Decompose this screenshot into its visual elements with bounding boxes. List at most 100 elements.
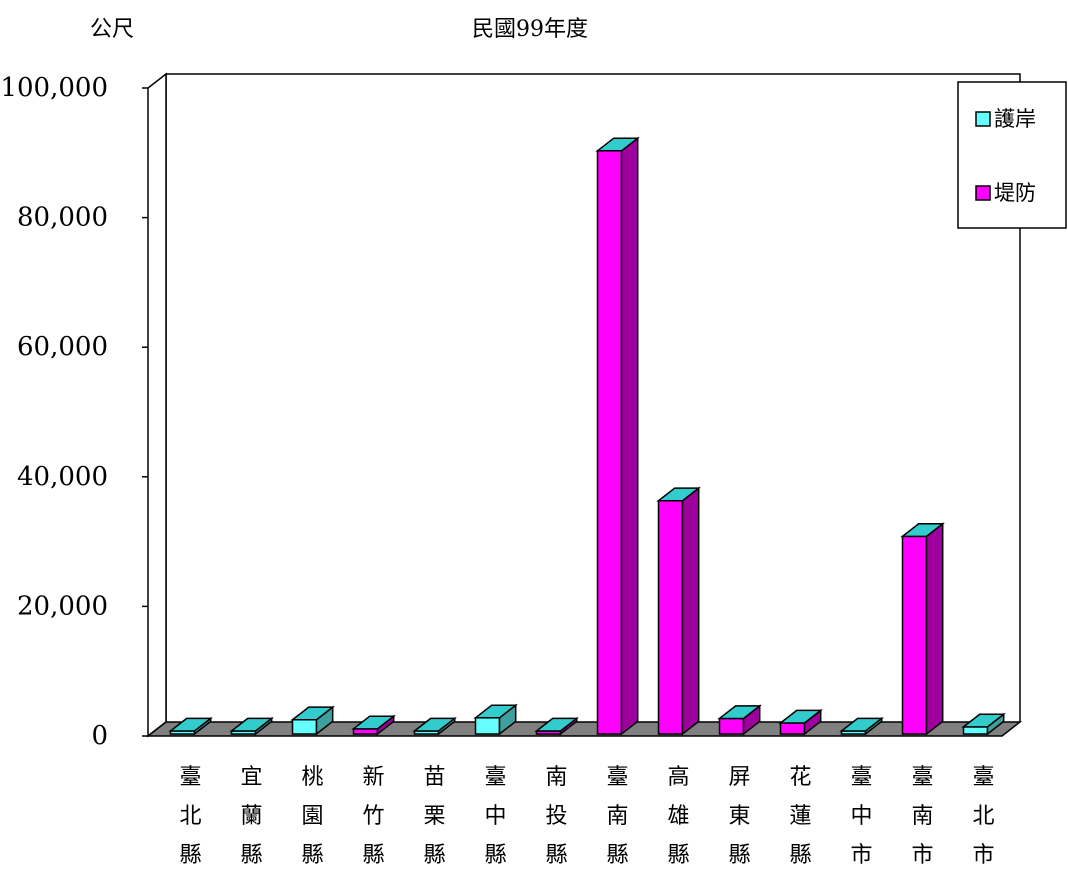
x-tick-char: 桃 (301, 765, 323, 790)
bar-top (900, 523, 945, 538)
x-tick-char: 園 (301, 804, 323, 829)
x-tick-char: 臺 (179, 765, 201, 790)
bar-7 (595, 136, 640, 736)
x-tick-char: 南 (545, 765, 567, 790)
bar-top (229, 717, 274, 732)
x-tick-char: 縣 (362, 843, 384, 868)
x-tick-char: 臺 (484, 765, 506, 790)
bar-top (961, 713, 1006, 728)
x-tick-char: 南 (606, 804, 628, 829)
y-tick-label: 20,000 (17, 591, 108, 621)
bar-5 (473, 703, 518, 736)
bar-6 (534, 716, 579, 736)
side-wall (147, 72, 167, 738)
x-tick-char: 高 (667, 765, 689, 790)
x-tick-char: 縣 (240, 843, 262, 868)
legend-label: 護岸 (994, 107, 1036, 131)
bar-front (474, 717, 501, 735)
bar-11 (839, 716, 884, 736)
bar-top (290, 706, 335, 721)
x-tick-char: 縣 (606, 843, 628, 868)
bar-top (168, 717, 213, 732)
x-tick-char: 縣 (789, 843, 811, 868)
bar-top (595, 137, 640, 152)
bar-top (656, 487, 701, 502)
plot-area (145, 72, 1023, 738)
bar-front (291, 718, 318, 735)
y-tick-label: 60,000 (17, 332, 108, 362)
bar-side (681, 486, 700, 736)
x-tick-char: 縣 (484, 843, 506, 868)
chart-title: 民國99年度 (472, 17, 588, 42)
bar-12 (900, 522, 945, 736)
x-tick-label: 高雄縣 (667, 765, 689, 868)
bar-3 (351, 714, 396, 736)
x-tick-char: 新 (362, 765, 384, 790)
x-tick-char: 花 (789, 765, 811, 790)
bar-front (962, 726, 989, 735)
x-tick-char: 屏 (728, 765, 750, 790)
x-tick-label: 臺北市 (972, 765, 994, 868)
x-tick-char: 市 (972, 843, 994, 868)
x-tick-label: 宜蘭縣 (240, 765, 262, 868)
x-tick-char: 縣 (728, 843, 750, 868)
bar-8 (656, 486, 701, 736)
x-tick-char: 東 (728, 804, 750, 829)
legend-box (957, 81, 1067, 229)
bar-side (620, 136, 639, 736)
bar-front (596, 150, 623, 735)
bar-10 (778, 708, 823, 736)
bar-13 (961, 712, 1006, 736)
x-tick-char: 南 (911, 804, 933, 829)
x-tick-char: 臺 (972, 765, 994, 790)
bar-front (718, 717, 745, 735)
x-tick-char: 竹 (362, 804, 384, 829)
bar-top (473, 704, 518, 719)
x-tick-label: 屏東縣 (728, 765, 750, 868)
x-tick-label: 臺南市 (911, 765, 933, 868)
x-tick-label: 南投縣 (545, 765, 567, 868)
y-tick-label: 40,000 (17, 462, 108, 492)
y-tick-label: 100,000 (0, 73, 108, 103)
x-tick-label: 新竹縣 (362, 765, 384, 868)
x-tick-label: 臺北縣 (179, 765, 201, 868)
x-tick-char: 市 (911, 843, 933, 868)
x-tick-label: 臺南縣 (606, 765, 628, 868)
bar-1 (229, 716, 274, 736)
bar-top (839, 717, 884, 732)
x-tick-char: 雄 (667, 804, 689, 829)
x-tick-char: 中 (484, 804, 506, 829)
x-tick-label: 臺中市 (850, 765, 872, 868)
x-tick-char: 市 (850, 843, 872, 868)
bar-top (534, 717, 579, 732)
floor (145, 721, 1023, 737)
bar-side (925, 522, 944, 736)
y-tick-label: 0 (91, 721, 108, 751)
x-tick-char: 苗 (423, 765, 445, 790)
back-wall (165, 73, 1021, 722)
x-tick-char: 縣 (667, 843, 689, 868)
legend-swatch (975, 111, 991, 127)
y-axis-unit-label: 公尺 (90, 17, 134, 42)
bar-front (901, 535, 928, 735)
x-tick-label: 臺中縣 (484, 765, 506, 868)
x-tick-label: 苗栗縣 (423, 765, 445, 868)
y-tick-label: 80,000 (17, 203, 108, 233)
bar-0 (168, 716, 213, 736)
bar-top (412, 717, 457, 732)
x-tick-char: 栗 (423, 804, 445, 829)
bar-4 (412, 716, 457, 736)
x-tick-char: 北 (179, 804, 201, 829)
bar-front (352, 728, 379, 735)
x-tick-char: 投 (545, 804, 567, 829)
bar-front (779, 722, 806, 735)
legend-label: 堤防 (994, 181, 1036, 205)
bars (168, 136, 1006, 736)
bar-front (657, 499, 684, 735)
x-tick-label: 花蓮縣 (789, 765, 811, 868)
x-tick-char: 北 (972, 804, 994, 829)
x-tick-char: 臺 (911, 765, 933, 790)
legend-swatch (975, 185, 991, 201)
